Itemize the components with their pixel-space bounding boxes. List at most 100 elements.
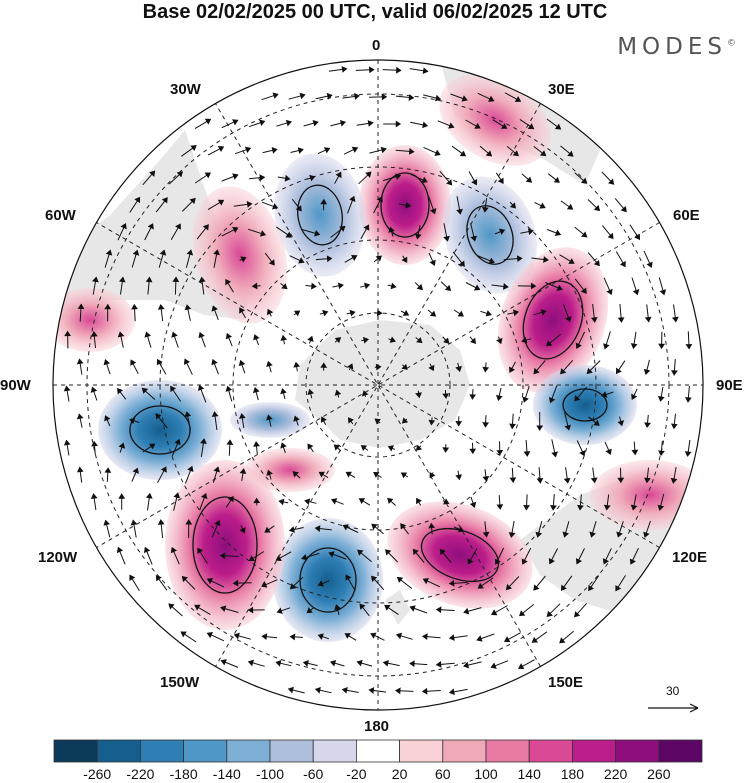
wind-arrow-head	[416, 336, 423, 344]
wind-arrow-head	[448, 579, 455, 587]
wind-arrow-head	[147, 223, 154, 230]
wind-arrow-head	[117, 387, 124, 395]
wind-arrow-head	[380, 146, 387, 154]
wind-arrow-head	[211, 358, 218, 366]
wind-arrow-head	[565, 316, 572, 323]
wind-arrow-head	[684, 451, 692, 457]
wind-arrow-head	[259, 119, 266, 127]
wind-arrow-head	[503, 636, 511, 643]
wind-arrow-head	[567, 150, 574, 157]
wind-arrow-head	[458, 260, 465, 267]
wind-arrow-head	[206, 631, 214, 639]
wind-arrow-head	[287, 686, 294, 694]
wind-arrow-head	[408, 147, 415, 155]
wind-arrow-head	[320, 416, 327, 423]
wind-arrow-head	[382, 660, 389, 667]
wind-arrow-head	[496, 449, 504, 456]
wind-arrow-head	[421, 176, 428, 184]
colorbar-tick-label: 140	[517, 766, 541, 782]
wind-arrow-head	[200, 492, 208, 500]
wind-arrow-head	[477, 582, 484, 589]
wind-arrow-head	[446, 179, 453, 186]
wind-arrow-head	[575, 558, 583, 565]
wind-arrow-head	[531, 282, 537, 290]
wind-arrow-head	[104, 303, 112, 310]
wind-arrow-head	[342, 524, 349, 531]
wind-arrow-head	[103, 519, 110, 526]
wind-arrow-head	[337, 282, 344, 290]
wind-arrow-head	[204, 118, 212, 125]
anomaly-neg-90e	[533, 365, 637, 445]
wind-arrow-head	[396, 66, 402, 74]
wind-arrow-head	[90, 493, 98, 500]
wind-arrow-head	[502, 283, 509, 290]
wind-arrow-head	[658, 450, 665, 457]
brand-text: MODES	[617, 34, 727, 60]
wind-arrow-head	[272, 92, 279, 99]
wind-arrow-head	[601, 391, 608, 398]
wind-arrow-head	[457, 310, 464, 317]
wind-arrow-head	[400, 523, 407, 530]
wind-arrow-head	[339, 225, 346, 232]
wind-arrow-head	[496, 394, 503, 402]
wind-arrow-head	[456, 208, 463, 215]
wind-arrow-head	[280, 334, 288, 341]
wind-arrow-head	[685, 397, 692, 403]
wind-arrow-head	[375, 255, 383, 262]
wind-arrow-head	[172, 276, 180, 283]
wind-arrow-head	[385, 549, 392, 556]
wind-arrow-head	[579, 450, 586, 457]
wind-arrow-head	[429, 471, 436, 479]
wind-arrow-head	[463, 661, 470, 669]
wind-arrow-head	[213, 466, 221, 473]
wind-arrow-head	[311, 282, 317, 290]
wind-arrow-head	[630, 343, 638, 350]
wind-arrow-head	[488, 95, 495, 102]
wind-arrow-head	[333, 444, 341, 451]
wind-arrow-head	[548, 397, 556, 404]
wind-arrow-head	[312, 119, 319, 127]
wind-arrow-head	[289, 633, 296, 641]
wind-arrow-head	[559, 637, 566, 644]
wind-arrow-head	[284, 174, 291, 182]
wind-arrow-head	[589, 531, 596, 538]
wind-arrow-head	[181, 575, 189, 583]
wind-arrow-head	[344, 633, 351, 639]
wind-arrow-head	[615, 584, 622, 592]
wind-arrow-head	[514, 96, 522, 103]
wind-arrow-head	[189, 197, 196, 205]
colorbar-tick-label: 60	[435, 766, 451, 782]
wind-arrow-head	[198, 331, 205, 339]
wind-arrow-head	[359, 603, 366, 610]
wind-arrow-head	[170, 385, 177, 393]
wind-arrow-head	[362, 336, 370, 344]
wind-arrow-head	[253, 497, 261, 504]
wind-arrow-head	[120, 222, 127, 230]
wind-arrow-head	[116, 546, 124, 554]
wind-arrows	[63, 66, 693, 696]
wind-arrow-head	[183, 358, 191, 365]
wind-arrow-head	[543, 256, 549, 263]
map-boundary	[52, 59, 704, 711]
lon-label-30e: 30E	[548, 81, 575, 98]
wind-arrow-head	[402, 309, 410, 316]
colorbar-segment	[312, 739, 357, 763]
wind-arrow-head	[536, 425, 544, 431]
colorbar-segment	[355, 739, 400, 763]
wind-arrow-head	[190, 145, 197, 152]
wind-arrow-head	[563, 477, 571, 484]
wind-arrow-head	[64, 330, 72, 337]
wind-arrow-head	[232, 119, 239, 126]
wind-arrow-head	[496, 504, 504, 510]
wind-arrow-head	[160, 466, 167, 473]
wind-arrow-head	[214, 519, 221, 527]
wind-arrow-head	[491, 609, 498, 616]
wind-arrow-head	[170, 546, 178, 554]
wind-arrow-head	[602, 558, 610, 565]
wind-arrow-head	[363, 282, 371, 290]
colorbar-tick-label: -100	[255, 766, 285, 782]
wind-arrow-head	[92, 276, 99, 283]
wind-arrow-head	[219, 552, 226, 560]
wind-arrow-head	[225, 278, 232, 286]
